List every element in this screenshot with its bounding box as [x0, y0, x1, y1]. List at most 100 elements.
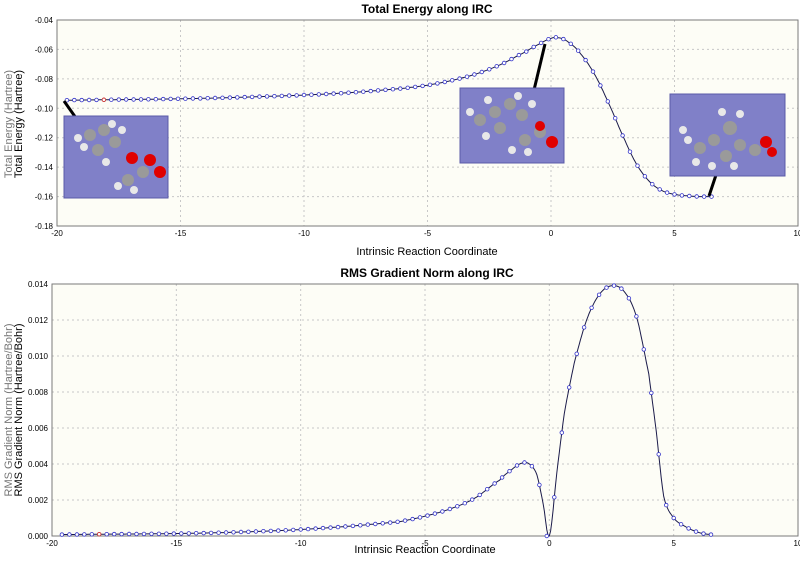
data-point[interactable]	[301, 92, 307, 98]
data-point[interactable]	[153, 96, 158, 102]
data-point[interactable]	[175, 96, 181, 101]
data-point[interactable]	[626, 296, 632, 301]
data-point[interactable]	[368, 88, 373, 94]
data-point[interactable]	[524, 49, 529, 54]
data-point[interactable]	[111, 531, 117, 537]
data-point[interactable]	[316, 92, 321, 97]
data-point[interactable]	[605, 99, 610, 104]
data-point[interactable]	[522, 460, 527, 465]
data-point[interactable]	[82, 532, 87, 537]
data-point[interactable]	[568, 41, 573, 46]
data-point[interactable]	[94, 97, 99, 103]
data-point[interactable]	[679, 193, 685, 198]
data-point[interactable]	[405, 85, 410, 90]
data-point[interactable]	[235, 95, 240, 100]
data-point[interactable]	[479, 69, 484, 75]
gradient-points[interactable]	[59, 283, 714, 539]
data-point[interactable]	[544, 533, 549, 539]
data-point[interactable]	[183, 96, 188, 101]
data-point[interactable]	[335, 524, 341, 530]
data-point[interactable]	[657, 187, 662, 192]
data-point[interactable]	[559, 430, 564, 435]
data-point[interactable]	[283, 528, 288, 533]
data-point[interactable]	[134, 531, 139, 537]
data-point[interactable]	[223, 530, 229, 535]
data-point[interactable]	[455, 504, 460, 509]
data-point[interactable]	[656, 452, 661, 457]
data-point[interactable]	[499, 475, 505, 480]
data-point[interactable]	[79, 97, 84, 103]
data-point[interactable]	[553, 35, 559, 40]
data-point[interactable]	[164, 531, 169, 536]
data-point[interactable]	[561, 36, 566, 42]
data-point[interactable]	[116, 97, 121, 102]
data-point[interactable]	[343, 524, 348, 529]
data-point[interactable]	[627, 149, 633, 154]
data-point[interactable]	[358, 523, 363, 528]
data-point[interactable]	[671, 515, 676, 521]
data-point[interactable]	[546, 37, 551, 42]
data-point[interactable]	[72, 97, 77, 103]
data-point[interactable]	[119, 531, 124, 537]
data-point[interactable]	[402, 518, 408, 523]
data-point[interactable]	[398, 86, 403, 91]
data-point[interactable]	[208, 530, 214, 536]
data-point[interactable]	[501, 60, 507, 66]
selected-data-point[interactable]	[96, 531, 102, 537]
data-point[interactable]	[537, 482, 542, 488]
data-point[interactable]	[395, 519, 400, 524]
data-point[interactable]	[291, 527, 296, 533]
data-point[interactable]	[59, 532, 65, 537]
data-point[interactable]	[413, 84, 418, 90]
data-point[interactable]	[190, 96, 196, 101]
data-point[interactable]	[672, 192, 677, 197]
data-point[interactable]	[487, 67, 492, 72]
data-point[interactable]	[276, 528, 281, 533]
data-point[interactable]	[450, 78, 455, 83]
data-point[interactable]	[324, 91, 329, 97]
transition-state-structure-image[interactable]	[459, 87, 565, 164]
data-point[interactable]	[346, 90, 351, 95]
data-point[interactable]	[373, 521, 378, 527]
data-point[interactable]	[538, 40, 544, 46]
data-point[interactable]	[507, 469, 512, 474]
data-point[interactable]	[390, 86, 396, 92]
data-point[interactable]	[417, 515, 423, 520]
data-point[interactable]	[156, 531, 162, 536]
data-point[interactable]	[581, 325, 587, 330]
data-point[interactable]	[383, 87, 388, 92]
data-point[interactable]	[86, 97, 92, 103]
data-point[interactable]	[420, 83, 425, 89]
data-point[interactable]	[104, 532, 109, 537]
data-point[interactable]	[126, 531, 132, 537]
data-point[interactable]	[492, 481, 497, 486]
data-point[interactable]	[279, 93, 284, 99]
data-point[interactable]	[611, 283, 617, 288]
data-point[interactable]	[596, 292, 602, 297]
data-point[interactable]	[442, 79, 447, 85]
data-point[interactable]	[149, 531, 154, 536]
data-point[interactable]	[287, 93, 292, 98]
data-point[interactable]	[641, 347, 646, 352]
selected-data-point[interactable]	[101, 97, 107, 103]
data-point[interactable]	[231, 530, 236, 535]
data-point[interactable]	[427, 82, 433, 87]
data-point[interactable]	[350, 523, 356, 529]
data-point[interactable]	[472, 72, 477, 77]
data-point[interactable]	[246, 529, 251, 534]
data-point[interactable]	[686, 526, 691, 531]
data-point[interactable]	[576, 48, 581, 53]
data-point[interactable]	[604, 285, 609, 290]
data-point[interactable]	[693, 529, 699, 534]
data-point[interactable]	[531, 44, 536, 50]
data-point[interactable]	[361, 89, 366, 94]
data-point[interactable]	[375, 88, 381, 93]
data-point[interactable]	[687, 193, 692, 199]
data-point[interactable]	[123, 97, 129, 102]
product-structure-image[interactable]	[669, 93, 786, 177]
data-point[interactable]	[365, 522, 370, 527]
data-point[interactable]	[708, 532, 714, 537]
data-point[interactable]	[613, 115, 618, 121]
data-point[interactable]	[294, 93, 299, 98]
data-point[interactable]	[64, 97, 70, 103]
